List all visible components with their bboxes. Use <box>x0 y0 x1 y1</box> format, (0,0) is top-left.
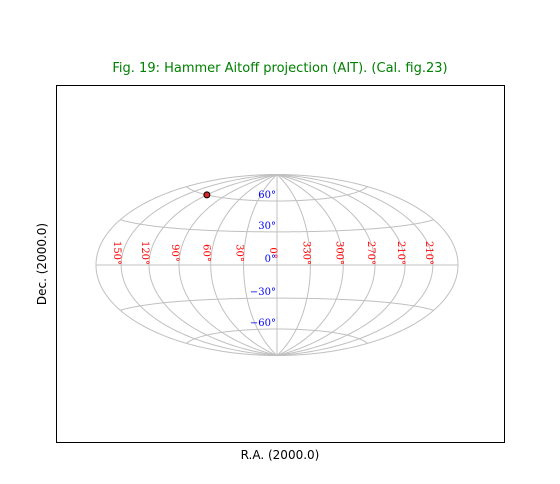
point <box>203 191 211 199</box>
x-tick-label: 270° <box>365 241 376 265</box>
y-tick-label: 60° <box>258 190 276 201</box>
x-tick-label: 210° <box>423 241 434 265</box>
grid-line <box>186 328 368 344</box>
x-tick-label: 120° <box>139 241 150 265</box>
x-tick-label: 300° <box>333 241 344 265</box>
axes-frame <box>56 85 505 443</box>
y-axis-label: Dec. (2000.0) <box>35 223 49 305</box>
y-tick-label: −60° <box>250 318 276 329</box>
x-tick-label: 150° <box>111 241 122 265</box>
x-tick-label: 30° <box>234 244 245 262</box>
grid-line <box>120 297 434 311</box>
grid-line <box>120 219 434 233</box>
x-axis-label: R.A. (2000.0) <box>241 448 320 462</box>
x-tick-label: 210° <box>395 241 406 265</box>
y-tick-label: 30° <box>258 221 276 232</box>
chart-title: Fig. 19: Hammer Aitoff projection (AIT).… <box>112 61 447 76</box>
x-tick-label: 60° <box>201 244 212 262</box>
y-tick-label: −30° <box>250 287 276 298</box>
x-tick-label: 0° <box>267 247 278 258</box>
x-tick-label: 330° <box>300 241 311 265</box>
x-tick-label: 90° <box>169 244 180 262</box>
y-tick-label: 0° <box>265 254 276 265</box>
